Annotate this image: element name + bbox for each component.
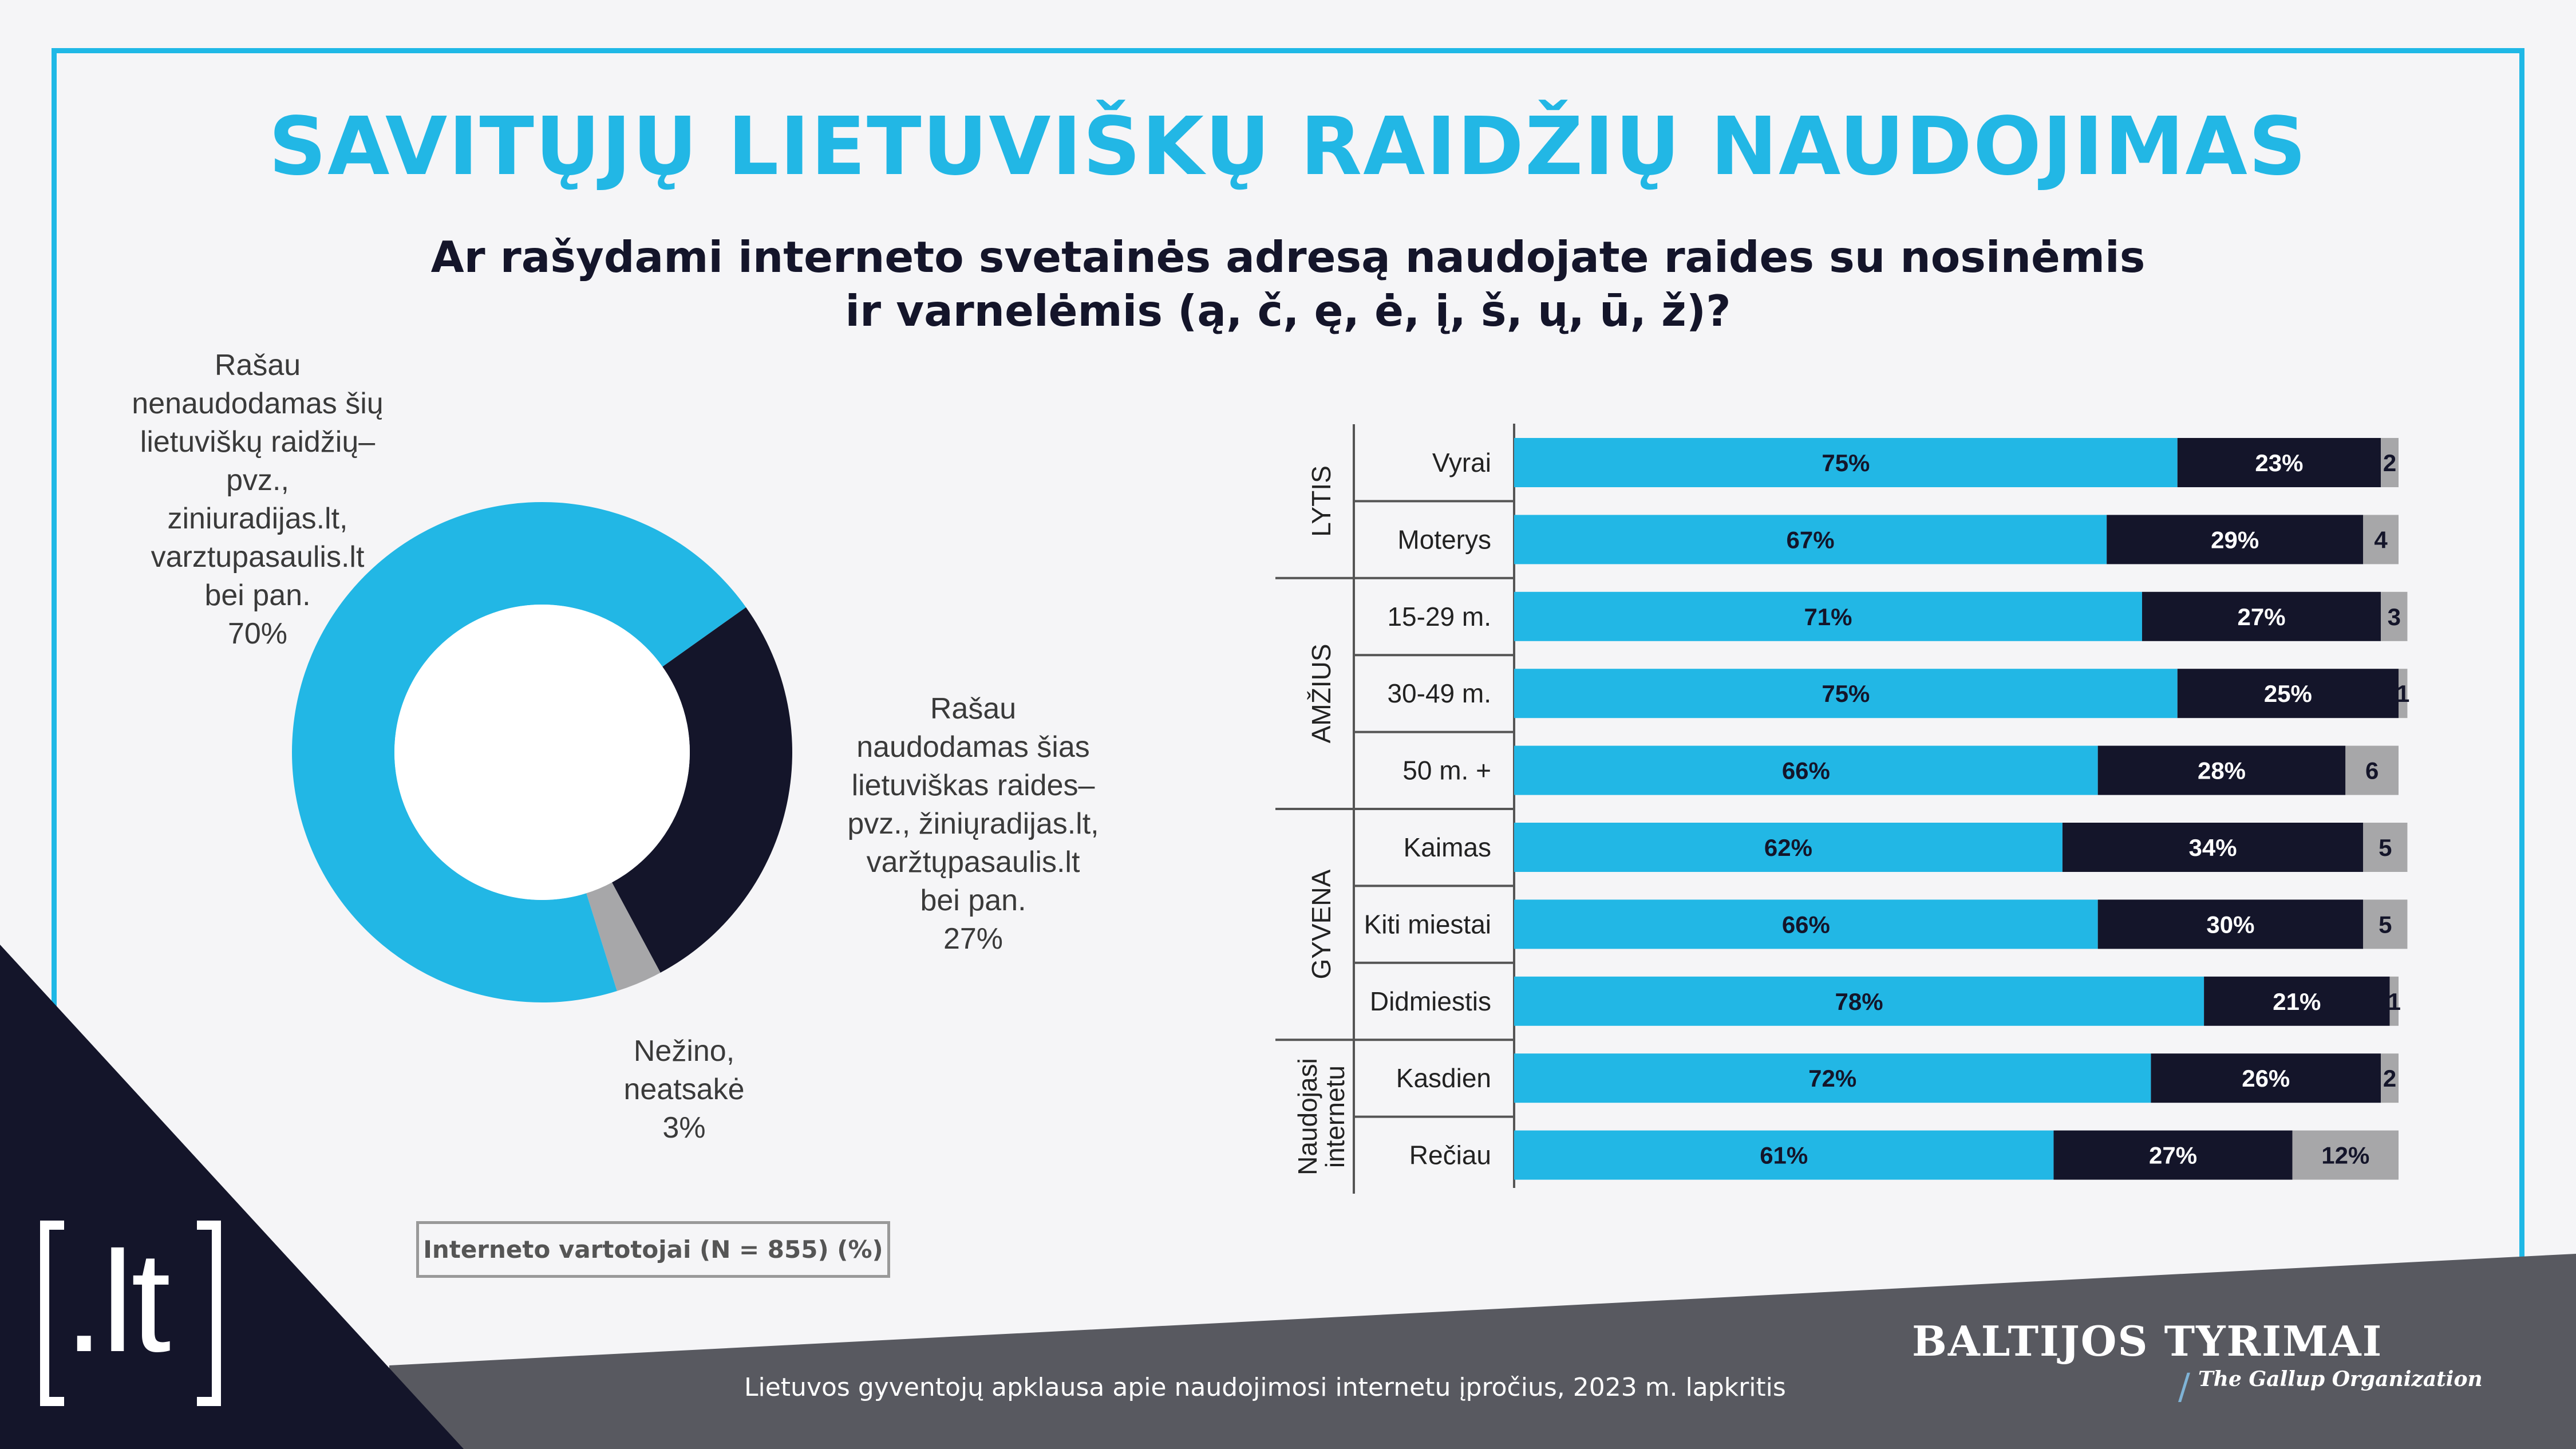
bar-value-label: 3 [2388,603,2401,630]
bar-segment [2142,591,2381,641]
bar-segment [1514,823,2063,872]
bar-segment [2177,438,2381,487]
bar-value-label: 2 [2383,449,2396,476]
bar-segment [1514,669,2178,718]
bar-value-label: 66% [1782,911,1830,938]
brand-subtitle: The Gallup Organization [2198,1367,2483,1391]
question-line-2: ir varnelėmis (ą, č, ę, ė, į, š, ų, ū, ž… [845,286,1731,336]
donut-hole [394,605,690,900]
category-label: Rečiau [1409,1140,1491,1170]
category-label: Kiti miestai [1364,909,1491,939]
bar-value-label: 28% [2198,757,2246,784]
page-title: SAVITŲJŲ LIETUVIŠKŲ RAIDŽIŲ NAUDOJIMAS [268,100,2308,194]
category-label: Didmiestis [1370,986,1491,1016]
bar-segment [2381,438,2399,487]
bar-segment [2389,976,2399,1026]
category-label: Kaimas [1404,832,1491,862]
lt-logo: .lt [64,1222,171,1381]
bar-segment [1514,745,2098,795]
bar-segment [2292,1130,2399,1180]
question-line-1: Ar rašydami interneto svetainės adresą n… [430,232,2146,282]
bar-value-label: 61% [1760,1142,1808,1169]
bar-value-label: 71% [1804,603,1852,630]
category-label: Kasdien [1396,1063,1491,1093]
donut-label-no-letters: Rašau nenaudodamas šių lietuviškų raidži… [132,349,384,650]
bar-value-label: 72% [1808,1065,1856,1092]
footer-band [389,1254,2576,1449]
donut-slice [586,882,661,991]
bar-segment [1514,976,2204,1026]
bar-value-label: 25% [2264,680,2312,707]
donut-slice [612,607,792,973]
bar-value-label: 5 [2379,834,2392,861]
group-label: AMŽIUS [1306,644,1336,744]
bar-value-label: 1 [2388,988,2401,1015]
bar-segment [2097,745,2346,795]
bar-value-label: 1 [2396,680,2409,707]
logo-bracket-right [197,1221,221,1406]
bar-value-label: 27% [2149,1142,2197,1169]
bar-value-label: 27% [2237,603,2285,630]
logo-corner [0,945,464,1449]
category-label: 15-29 m. [1387,602,1491,631]
bar-value-label: 62% [1764,834,1812,861]
category-label: 50 m. + [1402,756,1491,785]
bar-value-label: 75% [1822,449,1870,476]
bar-segment [2363,823,2408,872]
bar-segment [2062,823,2364,872]
stacked-bar-chart: LYTIS AMŽIUS GYVENA Naudojasiinternetu Vyrai… [1275,424,2409,1194]
bar-value-label: 26% [2242,1065,2290,1092]
bar-value-label: 75% [1822,680,1870,707]
footer-source: Lietuvos gyventojų apklausa apie naudoji… [744,1373,1786,1402]
brand-slash: / [2178,1365,2190,1407]
bar-segment [2177,669,2399,718]
bar-value-label: 30% [2206,911,2254,938]
bar-segment [2381,1053,2399,1103]
bar-segment [2204,976,2390,1026]
category-label: Moterys [1397,524,1491,554]
bar-value-label: 21% [2273,988,2321,1015]
logo-bracket-left [40,1221,64,1406]
bar-value-label: 5 [2379,911,2392,938]
bar-segment [1514,899,2098,949]
bar-value-label: 4 [2374,526,2388,553]
bar-segment [2345,745,2399,795]
bar-segment [1514,591,2142,641]
survey-question: Ar rašydami interneto svetainės adresą n… [0,230,2576,338]
bar-segment [1514,1130,2054,1180]
bar-value-label: 2 [2383,1065,2396,1092]
group-label: Naudojasiinternetu [1293,1058,1350,1175]
donut-label-unknown: Nežino, neatsakė 3% [623,1035,745,1144]
bar-segment [1514,1053,2151,1103]
donut-label-with-letters: Rašau naudodamas šias lietuviškas raides… [847,692,1099,956]
group-label: GYVENA [1306,869,1336,979]
base-note: Interneto vartotojai (N = 855) (%) [416,1221,890,1278]
bar-segment [2363,899,2408,949]
category-label: 30-49 m. [1387,678,1491,708]
bar-segment [2363,515,2399,564]
donut-slice [291,502,746,1002]
bar-segment [2107,515,2364,564]
category-label: Vyrai [1432,448,1491,477]
donut-chart [291,502,792,1002]
bar-value-label: 6 [2365,757,2379,784]
bar-value-label: 12% [2321,1142,2369,1169]
group-label: LYTIS [1306,465,1336,536]
bar-segment [2381,591,2408,641]
bar-value-label: 29% [2211,526,2259,553]
bar-value-label: 23% [2255,449,2303,476]
bar-value-label: 78% [1835,988,1883,1015]
bar-segment [2399,669,2408,718]
bar-segment [2097,899,2364,949]
bar-segment [1514,438,2178,487]
bar-segment [2053,1130,2293,1180]
bar-segment [1514,515,2107,564]
bar-value-label: 66% [1782,757,1830,784]
bar-value-label: 67% [1787,526,1835,553]
brand-name: BALTIJOS TYRIMAI [1912,1317,2383,1365]
bar-value-label: 34% [2189,834,2237,861]
bar-segment [2151,1053,2381,1103]
